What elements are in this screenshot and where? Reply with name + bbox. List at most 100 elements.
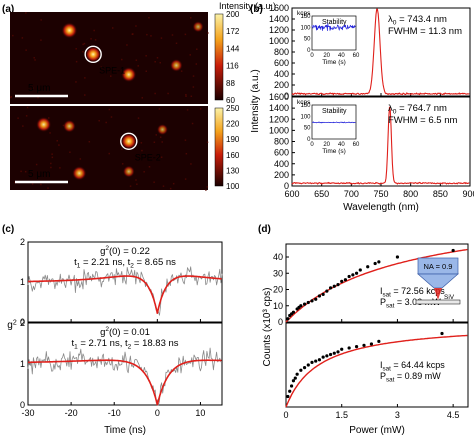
- heatmap-noise: [155, 134, 158, 136]
- g2-y-tick-label: 0: [20, 400, 25, 410]
- panel-label-b: (b): [250, 4, 263, 15]
- spectrum-y-tick-label: 800: [274, 47, 289, 57]
- inset-x-tick-label: 20: [323, 142, 330, 148]
- heatmap-noise: [184, 33, 187, 36]
- heatmap-noise: [196, 48, 198, 50]
- heatmap-noise: [22, 125, 24, 127]
- spectrum-y-tick-label: 1000: [269, 36, 289, 46]
- heatmap-noise: [158, 108, 161, 110]
- saturation-point: [358, 268, 362, 272]
- heatmap-noise: [185, 152, 188, 155]
- saturation-point: [321, 355, 325, 359]
- heatmap-noise: [160, 156, 163, 158]
- spe-label: SPE-2: [135, 152, 161, 162]
- inset-line: [311, 23, 356, 32]
- inset-x-tick-label: 20: [323, 53, 330, 59]
- heatmap-noise: [20, 170, 22, 173]
- saturation-point: [362, 343, 366, 347]
- inset-title: Stability: [322, 19, 347, 26]
- heatmap-spot: [120, 133, 137, 150]
- heatmap-noise: [47, 187, 49, 189]
- heatmap-noise: [199, 108, 202, 110]
- heatmap-noise: [31, 87, 34, 89]
- heatmap-noise: [25, 115, 28, 117]
- saturation-annotation: Isat = 64.44 kcps: [380, 360, 445, 372]
- g2-y-tick-label: 2: [20, 318, 25, 328]
- inset-y-tick-label: 50: [304, 37, 311, 43]
- heatmap-noise: [162, 185, 165, 187]
- saturation-y-axis-title: Counts (x10³ cps): [262, 288, 273, 367]
- spectrum-y-tick-label: 600: [274, 58, 289, 68]
- heatmap-noise: [135, 59, 138, 61]
- saturation-point: [325, 354, 329, 358]
- saturation-point: [299, 368, 303, 372]
- spectrum-y-tick-label: 200: [274, 170, 289, 180]
- heatmap-noise: [161, 141, 163, 143]
- heatmap-noise: [184, 178, 187, 180]
- heatmap-spot: [61, 22, 78, 39]
- spectrum-y-tick-label: 1200: [269, 25, 289, 35]
- heatmap-noise: [167, 92, 169, 95]
- heatmap-noise: [21, 37, 24, 39]
- g2-annotation: t1 = 2.21 ns, t2 = 8.65 ns: [74, 257, 176, 270]
- inset-y-tick-label: 100: [300, 25, 311, 31]
- spectrum-y-tick-label: 1200: [269, 114, 289, 124]
- spe-marker-circle: [120, 132, 138, 150]
- heatmap-noise: [110, 116, 113, 118]
- saturation-point: [310, 360, 314, 364]
- heatmap-noise: [171, 34, 174, 36]
- g2-data-line: [27, 266, 223, 316]
- spe-label: SPE-1: [99, 65, 125, 75]
- colorbar-tick-label: 100: [226, 182, 240, 191]
- heatmap-noise: [160, 37, 163, 39]
- saturation-x-axis-title: Power (mW): [349, 425, 405, 436]
- saturation-x-tick-label: 1.5: [335, 410, 348, 420]
- inset-y-tick-label: 150: [300, 103, 311, 109]
- spectrum-x-tick-label: 700: [344, 189, 359, 199]
- inset-y-label: kcps: [297, 10, 311, 17]
- siv-label: SiV: [444, 294, 455, 301]
- saturation-point: [291, 310, 296, 314]
- spectrum-x-tick-label: 750: [373, 189, 388, 199]
- heatmap-noise: [206, 186, 209, 188]
- spectrum-y-tick-label: 400: [274, 159, 289, 169]
- saturation-frame: [285, 243, 469, 323]
- saturation-point: [332, 351, 336, 355]
- saturation-point: [317, 294, 322, 298]
- saturation-point: [302, 302, 307, 306]
- spectrum-annotation: FWHM = 6.5 nm: [388, 115, 457, 126]
- saturation-x-tick-label: 4.5: [447, 410, 460, 420]
- heatmap-spot: [72, 166, 87, 181]
- heatmap-noise: [10, 95, 13, 98]
- inset-y-tick-label: 0: [307, 137, 311, 143]
- spectrum-annotation: λ0 = 743.4 nm: [388, 14, 447, 26]
- heatmap-noise: [88, 140, 91, 143]
- heatmap-noise: [154, 92, 156, 95]
- colorbar-tick-label: 144: [226, 44, 240, 53]
- saturation-y-tick-label: 20: [273, 285, 283, 295]
- heatmap-noise: [145, 70, 148, 73]
- laser-beam: [434, 288, 442, 300]
- heatmap-noise: [33, 57, 35, 59]
- heatmap-spot: [169, 58, 183, 72]
- g2-fit-line: [27, 275, 222, 315]
- heatmap-noise: [35, 163, 38, 166]
- colorbar: [214, 107, 224, 187]
- g2-annotation: t1 = 2.71 ns, t2 = 18.83 ns: [71, 338, 178, 351]
- heatmap-noise: [145, 55, 147, 57]
- heatmap-noise: [159, 61, 162, 64]
- heatmap-noise: [108, 152, 110, 155]
- saturation-point: [293, 376, 297, 380]
- saturation-annotation: Isat = 72.56 kcps: [380, 286, 445, 298]
- inset-line: [312, 121, 356, 124]
- g2-annotation: g2(0) = 0.01: [100, 326, 150, 338]
- heatmap-noise: [56, 140, 58, 142]
- g2-fit-line: [27, 359, 222, 406]
- heatmap-noise: [205, 189, 207, 192]
- heatmap-spot: [36, 116, 52, 133]
- saturation-point: [451, 248, 455, 253]
- heatmap-noise: [69, 151, 71, 154]
- saturation-point: [340, 347, 344, 351]
- heatmap-noise: [40, 39, 42, 41]
- spectrum-x-tick-label: 800: [403, 189, 418, 199]
